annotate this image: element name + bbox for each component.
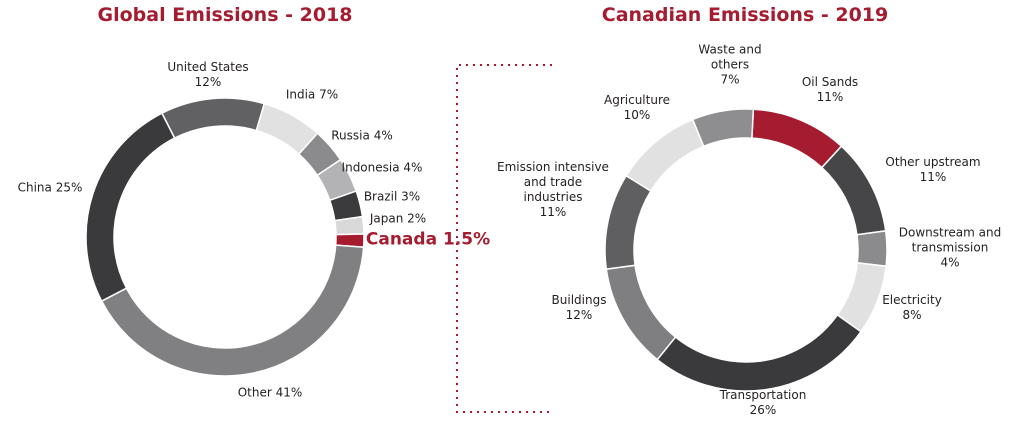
category-name: Transportation — [719, 388, 807, 402]
slice-label: Other upstream 11% — [873, 155, 993, 185]
value-label: 8% — [902, 308, 922, 322]
donut-slice — [604, 174, 652, 270]
slice-label: Buildings 12% — [534, 293, 624, 323]
slice-label: Agriculture 10% — [592, 93, 682, 123]
category-name: Electricity — [882, 293, 942, 307]
category-name: Waste and others — [698, 42, 762, 72]
category-name: Indonesia — [341, 160, 400, 175]
category-name: Japan — [369, 211, 404, 226]
category-name: Agriculture — [604, 93, 670, 107]
chart-title: Canadian Emissions - 2019 — [601, 4, 889, 26]
donut-slice — [160, 97, 266, 140]
chart-title: Global Emissions - 2018 — [97, 4, 353, 26]
value-label: 3% — [401, 189, 421, 204]
slice-label: Emission intensive and trade industries 1… — [496, 160, 611, 220]
slice-label: Electricity 8% — [867, 293, 957, 323]
slice-label: Brazil 3% — [347, 190, 437, 205]
value-label: 4% — [373, 128, 393, 143]
slice-label: Downstream and transmission 4% — [890, 226, 1010, 271]
category-name: Canada — [365, 229, 438, 250]
category-name: Russia — [331, 128, 370, 143]
category-name: Other — [237, 385, 272, 400]
donut-slice — [751, 108, 843, 169]
value-label: 25% — [55, 180, 83, 195]
value-label: 12% — [194, 75, 222, 89]
value-label: 1.5% — [442, 229, 491, 250]
slice-label: Indonesia 4% — [327, 161, 437, 176]
value-label: 4% — [403, 160, 423, 175]
value-label: 7% — [720, 72, 740, 87]
category-name: Other upstream — [885, 155, 981, 169]
category-name: Downstream and transmission — [898, 225, 1002, 255]
slice-label: United States 12% — [153, 60, 263, 90]
donut-slice — [656, 313, 862, 392]
value-label: 11% — [816, 90, 844, 104]
donut-slice — [85, 112, 176, 303]
slice-label: China 25% — [5, 181, 95, 196]
category-name: Emission intensive and trade industries — [497, 160, 609, 204]
value-label: 12% — [565, 308, 593, 322]
value-label: 11% — [539, 205, 567, 219]
slice-label: India 7% — [267, 88, 357, 103]
category-name: China — [17, 180, 52, 195]
donut-slice — [691, 108, 755, 148]
category-name: Brazil — [363, 189, 398, 204]
donut-slice — [625, 118, 705, 193]
slice-label: Canada 1.5% — [358, 229, 498, 250]
slice-label: Transportation 26% — [708, 388, 818, 418]
category-name: United States — [167, 60, 249, 74]
value-label: 26% — [749, 403, 777, 417]
value-label: 2% — [407, 211, 427, 226]
value-label: 11% — [919, 170, 947, 184]
donut-slice — [100, 244, 365, 377]
category-name: India — [285, 87, 316, 102]
slice-label: Russia 4% — [317, 129, 407, 144]
slice-label: Waste and others 7% — [690, 43, 770, 88]
slice-label: Oil Sands 11% — [785, 75, 875, 105]
value-label: 4% — [940, 255, 960, 270]
value-label: 41% — [275, 385, 303, 400]
value-label: 7% — [319, 87, 339, 102]
slice-label: Other 41% — [225, 386, 315, 401]
value-label: 10% — [623, 108, 651, 122]
donut-slice — [856, 230, 888, 268]
category-name: Buildings — [551, 293, 607, 307]
slice-label: Japan 2% — [353, 212, 443, 227]
category-name: Oil Sands — [801, 75, 859, 89]
